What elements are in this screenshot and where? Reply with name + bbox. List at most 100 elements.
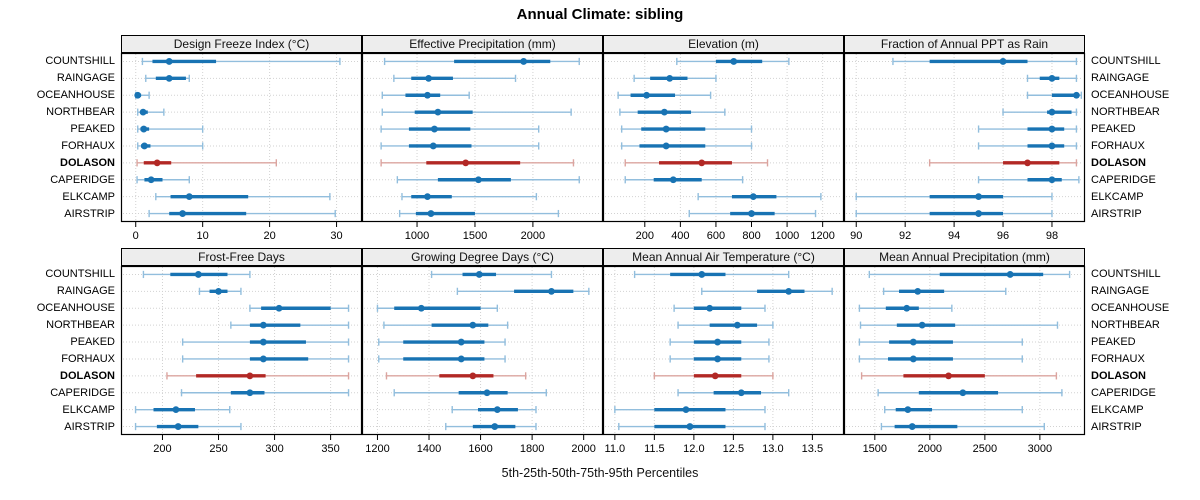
percentile-row [393, 389, 547, 397]
percentile-row [381, 108, 572, 116]
axis-tick-label: 98 [1046, 230, 1058, 242]
panel-header: Effective Precipitation (mm) [362, 35, 603, 53]
median-dot [749, 193, 757, 201]
percentile-row [230, 321, 350, 329]
median-dot [548, 287, 555, 295]
median-dot [975, 210, 982, 217]
median-dot [165, 58, 173, 65]
percentile-row [697, 193, 822, 201]
percentile-row [383, 321, 509, 329]
median-dot [165, 74, 173, 82]
percentile-row [855, 209, 1053, 218]
median-dot [1048, 142, 1056, 150]
median-dot [706, 304, 714, 312]
percentile-row [381, 91, 470, 99]
axis-tick-label: 20 [263, 230, 275, 242]
axis-tick-label: 11.0 [605, 443, 626, 455]
percentile-row [884, 406, 1023, 414]
percentile-row [880, 422, 1045, 431]
median-dot [246, 389, 254, 397]
percentile-row [1002, 108, 1078, 116]
percentile-row-highlight [380, 159, 575, 167]
percentile-row [688, 209, 817, 218]
panel-body: 1200 1400 1600 1800 2000 [361, 265, 604, 455]
percentile-row [619, 108, 726, 116]
site-label-airstrip: AIRSTRIP [1091, 420, 1142, 433]
median-dot [469, 372, 477, 380]
median-dot [682, 406, 690, 414]
axis-tick-label: 400 [671, 230, 689, 242]
percentile-row [393, 74, 517, 82]
percentile-row [181, 355, 350, 363]
panel-body: 1000 1500 2000 [361, 52, 604, 242]
site-label-dolason: DOLASON [1091, 156, 1146, 169]
median-dot [914, 287, 922, 295]
median-dot [714, 355, 721, 363]
axis-tick-label: 800 [742, 230, 760, 242]
site-label-oceanhouse: OCEANHOUSE [36, 89, 115, 102]
percentile-row [378, 355, 506, 363]
median-dot [1006, 271, 1014, 278]
axis-tick-label: 2000 [521, 230, 545, 242]
percentile-row [137, 108, 165, 116]
percentile-row [669, 355, 770, 363]
median-dot [462, 159, 470, 167]
panel-body: 0 10 20 30 [120, 52, 363, 242]
median-dot [662, 125, 670, 133]
percentile-row [701, 287, 833, 295]
axis-tick-label: 1200 [810, 230, 834, 242]
axis-tick-label: 3000 [1028, 443, 1052, 455]
axis-tick-label: 90 [850, 230, 862, 242]
panel-title: Mean Annual Air Temperature (°C) [632, 250, 815, 264]
axis-tick-label: 200 [636, 230, 654, 242]
axis-tick-label: 94 [948, 230, 960, 242]
median-dot [147, 176, 155, 184]
site-label-oceanhouse: OCEANHOUSE [36, 302, 115, 315]
median-dot [174, 423, 182, 430]
panel-body: 11.0 11.5 12.0 12.5 13.0 13.5 [602, 265, 845, 455]
percentile-row [858, 338, 1023, 346]
percentile-row [1026, 74, 1078, 82]
percentile-row-highlight [624, 159, 769, 167]
axis-tick-label: 12.5 [723, 443, 744, 455]
axis-tick-label: 30 [330, 230, 342, 242]
panel-border [120, 52, 363, 223]
panel-title: Fraction of Annual PPT as Rain [880, 37, 1049, 51]
panel-border [843, 265, 1086, 436]
site-label-caperidge: CAPERIDGE [1091, 386, 1156, 399]
panel-header: Mean Annual Air Temperature (°C) [603, 248, 844, 266]
site-label-airstrip: AIRSTRIP [64, 207, 115, 220]
median-dot [999, 58, 1007, 65]
site-label-raingage: RAINGAGE [1091, 72, 1150, 85]
percentile-row [137, 125, 204, 133]
median-dot [259, 338, 267, 346]
site-label-northbear: NORTHBEAR [1091, 106, 1160, 119]
site-label-dolason: DOLASON [60, 156, 115, 169]
median-dot [424, 91, 431, 99]
median-dot [457, 355, 465, 363]
percentile-row [456, 287, 590, 295]
median-dot [424, 193, 431, 201]
median-dot [1024, 159, 1031, 167]
median-dot [686, 423, 694, 430]
chart-title: Annual Climate: sibling [516, 6, 684, 23]
percentile-row [141, 57, 341, 66]
axis-tick-label: 350 [321, 443, 339, 455]
median-dot [918, 321, 926, 329]
percentile-row [376, 304, 499, 312]
median-dot [660, 108, 668, 116]
median-dot [259, 355, 267, 363]
panel-title: Mean Annual Precipitation (mm) [879, 250, 1050, 264]
percentile-row [380, 125, 540, 133]
axis-tick-label: 1600 [468, 443, 492, 455]
percentile-row-highlight [136, 159, 278, 167]
percentile-row [398, 209, 560, 218]
median-dot [431, 125, 438, 133]
panel-title: Elevation (m) [688, 37, 759, 51]
median-dot [139, 108, 147, 116]
median-dot [733, 321, 741, 329]
percentile-row [380, 142, 540, 150]
median-dot [427, 210, 435, 217]
percentile-row-highlight [166, 372, 350, 380]
median-dot [698, 159, 706, 167]
